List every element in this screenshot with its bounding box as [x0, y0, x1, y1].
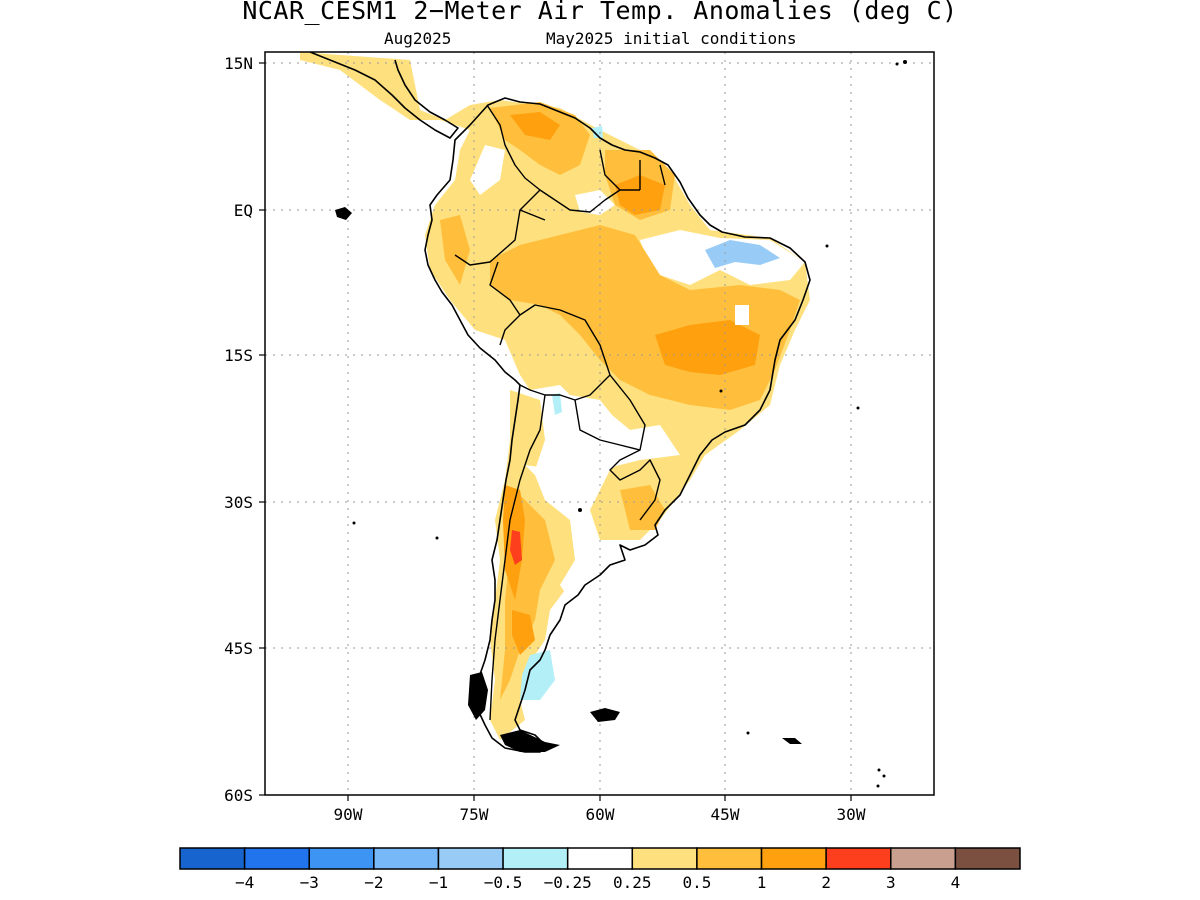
- colorbar-label: −3: [300, 873, 319, 892]
- anomaly-region-white-colombia: [470, 145, 505, 195]
- falkland-islands: [590, 708, 620, 722]
- colorbar-swatch: [373, 847, 440, 870]
- missing-data-cell: [735, 305, 749, 325]
- lat-label-15s: 15S: [224, 346, 253, 365]
- anomaly-region-dark-venezuela: [510, 112, 560, 140]
- init-conditions: May2025 initial conditions: [546, 29, 797, 48]
- colorbar-swatch: [437, 847, 504, 870]
- map-title: NCAR_CESM1 2−Meter Air Temp. Anomalies (…: [242, 0, 958, 25]
- longitude-labels: 90W 75W 60W 45W 30W: [334, 805, 866, 824]
- colorbar-label: 1: [757, 873, 767, 892]
- anomaly-region-lightblue-patagonia: [520, 650, 555, 700]
- lon-label-90w: 90W: [334, 805, 363, 824]
- lat-label-45s: 45S: [224, 639, 253, 658]
- island-dot: [895, 62, 899, 66]
- colorbar-swatch: [954, 847, 1021, 870]
- country-borders: [454, 104, 666, 721]
- chilean-archipelago: [468, 672, 488, 720]
- island-dot: [746, 731, 750, 735]
- colorbar-swatch: [696, 847, 763, 870]
- island-dot: [825, 244, 829, 248]
- anomaly-region-medium-andes: [440, 215, 470, 285]
- colorbar-label: 2: [821, 873, 831, 892]
- anomaly-region-white-south: [525, 465, 620, 600]
- anomaly-region-medium-uruguay: [620, 485, 665, 530]
- axis-ticks: [259, 62, 852, 801]
- south-georgia: [782, 738, 802, 744]
- latitude-labels: 15N EQ 15S 30S 45S 60S: [224, 54, 253, 805]
- colorbar-label: −0.25: [544, 873, 592, 892]
- island-dot: [435, 536, 439, 540]
- islands: [335, 60, 907, 788]
- colorbar-swatch: [243, 847, 310, 870]
- colorbar-swatch: [502, 847, 569, 870]
- lat-label-60s: 60S: [224, 786, 253, 805]
- colorbar-swatch: [566, 847, 634, 870]
- island-dot: [578, 508, 582, 512]
- colorbar-swatch: [179, 847, 246, 870]
- tierra-del-fuego: [500, 730, 560, 752]
- lat-label-30s: 30S: [224, 493, 253, 512]
- anomaly-region-white-chaco: [540, 395, 680, 495]
- lon-label-75w: 75W: [460, 805, 489, 824]
- south-america-coastline: [424, 97, 811, 753]
- island-dot: [882, 774, 886, 778]
- island-dot: [719, 389, 723, 393]
- colorbar-label: −1: [429, 873, 448, 892]
- colorbar-label: −2: [364, 873, 383, 892]
- island-dot: [876, 784, 880, 788]
- colorbar: −4 −3 −2 −1 −0.5 −0.25 0.25 0.5 1 2 3 4: [179, 847, 1021, 892]
- colorbar-swatch: [760, 847, 827, 870]
- island-dot: [903, 60, 907, 64]
- lat-label-15n: 15N: [224, 54, 253, 73]
- lat-label-eq: EQ: [234, 201, 253, 220]
- colorbar-label: −4: [235, 873, 254, 892]
- valid-month: Aug2025: [384, 29, 452, 48]
- anomaly-region-dark-patagonia: [512, 610, 535, 655]
- colorbar-label: 0.25: [613, 873, 652, 892]
- colorbar-swatch: [890, 847, 957, 870]
- galapagos-islands: [335, 207, 352, 220]
- anomaly-shading: [300, 52, 810, 740]
- lon-label-30w: 30W: [837, 805, 866, 824]
- anomaly-region-dark-guianas: [615, 175, 665, 215]
- anomaly-region-lightblue-pantanal: [552, 393, 562, 415]
- central-america-coastline: [309, 52, 459, 139]
- colorbar-label: 4: [951, 873, 961, 892]
- island-dot: [856, 406, 860, 410]
- island-dot: [877, 768, 881, 772]
- colorbar-swatch: [825, 847, 892, 870]
- colorbar-label: 0.5: [682, 873, 711, 892]
- colorbar-swatch: [308, 847, 375, 870]
- anomaly-region-red-andes: [510, 530, 522, 565]
- island-dot: [352, 521, 356, 525]
- anomaly-region-dark-interior: [655, 320, 760, 375]
- colorbar-label: −0.5: [484, 873, 523, 892]
- anomaly-region-blue-northeast: [705, 240, 780, 268]
- colorbar-swatch: [631, 847, 698, 870]
- anomaly-region-white-amazon: [575, 190, 615, 215]
- lon-label-45w: 45W: [711, 805, 740, 824]
- anomaly-region-lightblue-amazon: [592, 126, 603, 138]
- coastlines: [309, 52, 811, 753]
- colorbar-label: 3: [886, 873, 896, 892]
- lon-label-60w: 60W: [586, 805, 615, 824]
